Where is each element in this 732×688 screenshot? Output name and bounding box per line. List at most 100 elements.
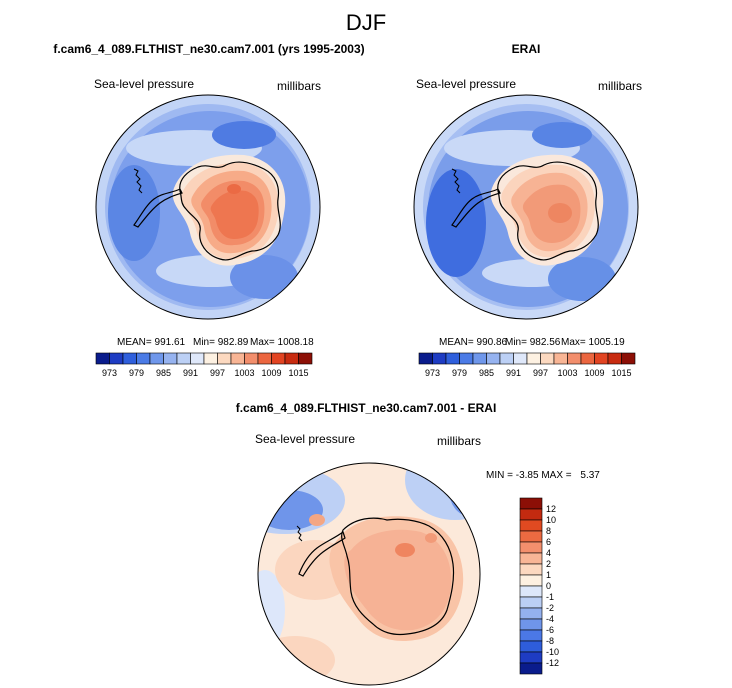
- diff-colorbar-box: [519, 519, 543, 532]
- obs-colorbar-box: [418, 352, 433, 365]
- diff-colorbar-box: [519, 552, 543, 565]
- model-colorbar-box: [257, 352, 272, 365]
- obs-colorbar-tick-label: 997: [533, 368, 548, 378]
- diff-colorbar-tick-label: 0: [546, 581, 551, 591]
- obs-colorbar-box: [580, 352, 595, 365]
- diff-colorbar-box: [519, 640, 543, 653]
- model-colorbar-box: [122, 352, 137, 365]
- diff-min-value: -3.85: [515, 470, 539, 481]
- model-colorbar: 973 979 985 991 997 1003 1009 1015: [95, 352, 313, 378]
- diff-colorbar-tick-label: 4: [546, 548, 551, 558]
- obs-colorbar-tick-label: 991: [506, 368, 521, 378]
- diff-colorbar-tick-label: 10: [546, 515, 556, 525]
- obs-colorbar-box: [459, 352, 474, 365]
- model-colorbar-tick-label: 979: [129, 368, 144, 378]
- obs-max-text: Max= 1005.19: [561, 337, 625, 348]
- obs-colorbar-box: [567, 352, 582, 365]
- model-colorbar-box: [176, 352, 191, 365]
- obs-colorbar-box: [553, 352, 568, 365]
- obs-mean-text: MEAN= 990.86: [439, 337, 508, 348]
- diff-colorbar-tick-label: 12: [546, 504, 556, 514]
- obs-colorbar-box: [621, 352, 636, 365]
- diff-variable-label: Sea-level pressure: [255, 432, 356, 446]
- diff-colorbar-box: [519, 629, 543, 642]
- obs-variable-label: Sea-level pressure: [416, 77, 517, 91]
- diff-minmax-text: MIN = -3.85 MAX = 5.37: [486, 470, 600, 481]
- obs-colorbar-tick-label: 1003: [557, 368, 577, 378]
- model-min-text: Min= 982.89: [193, 337, 249, 348]
- obs-colorbar-box: [594, 352, 609, 365]
- diff-colorbar-tick-label: -4: [546, 614, 554, 624]
- model-colorbar-box: [230, 352, 245, 365]
- model-colorbar-box: [149, 352, 164, 365]
- diff-units-label: millibars: [437, 434, 482, 448]
- model-colorbar-tick-label: 991: [183, 368, 198, 378]
- diff-colorbar-box: [519, 541, 543, 554]
- model-colorbar-box: [136, 352, 151, 365]
- model-polar-map: [95, 94, 321, 320]
- diff-colorbar-box: [519, 651, 543, 664]
- diff-max-label: MAX =: [541, 470, 575, 481]
- diff-colorbar-box: [519, 497, 543, 510]
- diff-colorbar-tick-label: 6: [546, 537, 551, 547]
- obs-panel-title: ERAI: [511, 42, 541, 56]
- obs-polar-map: [413, 94, 639, 320]
- diff-max-value: 5.37: [580, 470, 600, 481]
- obs-colorbar-tick-label: 973: [425, 368, 440, 378]
- obs-min-text: Min= 982.56: [505, 337, 561, 348]
- model-colorbar-box: [163, 352, 178, 365]
- model-mean-text: MEAN= 991.61: [117, 337, 186, 348]
- obs-colorbar-box: [445, 352, 460, 365]
- model-colorbar-tick-label: 1003: [234, 368, 254, 378]
- diff-colorbar-tick-label: 8: [546, 526, 551, 536]
- diff-colorbar-tick-label: -10: [546, 647, 559, 657]
- obs-colorbar-box: [607, 352, 622, 365]
- model-colorbar-box: [203, 352, 218, 365]
- diff-colorbar-tick-label: 2: [546, 559, 551, 569]
- diff-polar-map: [257, 462, 481, 686]
- diff-colorbar-tick-label: -1: [546, 592, 554, 602]
- model-units-label: millibars: [277, 79, 322, 93]
- model-colorbar-box: [271, 352, 286, 365]
- model-colorbar-tick-label: 1009: [261, 368, 281, 378]
- diff-colorbar-box: [519, 530, 543, 543]
- obs-colorbar-box: [486, 352, 501, 365]
- model-colorbar-tick-label: 1015: [288, 368, 308, 378]
- diff-colorbar-box: [519, 607, 543, 620]
- model-colorbar-tick-label: 973: [102, 368, 117, 378]
- model-variable-label: Sea-level pressure: [94, 77, 195, 91]
- model-colorbar-box: [244, 352, 259, 365]
- obs-colorbar-box: [472, 352, 487, 365]
- diff-colorbar-box: [519, 585, 543, 598]
- diff-panel-title: f.cam6_4_089.FLTHIST_ne30.cam7.001 - ERA…: [235, 401, 497, 415]
- diff-colorbar-box: [519, 563, 543, 576]
- obs-colorbar-tick-label: 985: [479, 368, 494, 378]
- diff-colorbar-tick-label: -2: [546, 603, 554, 613]
- model-colorbar-tick-label: 997: [210, 368, 225, 378]
- model-colorbar-box: [190, 352, 205, 365]
- model-colorbar-tick-label: 985: [156, 368, 171, 378]
- obs-units-label: millibars: [598, 79, 643, 93]
- diff-min-label: MIN =: [486, 470, 516, 481]
- diff-colorbar-tick-label: -8: [546, 636, 554, 646]
- obs-colorbar: 973 979 985 991 997 1003 1009 1015: [418, 352, 636, 378]
- obs-colorbar-box: [499, 352, 514, 365]
- figure-title: DJF: [345, 10, 387, 35]
- obs-colorbar-tick-label: 979: [452, 368, 467, 378]
- diff-colorbar-box: [519, 574, 543, 587]
- diff-colorbar-box: [519, 662, 543, 675]
- diff-colorbar-tick-label: -12: [546, 658, 559, 668]
- diff-colorbar-box: [519, 596, 543, 609]
- obs-colorbar-box: [526, 352, 541, 365]
- model-colorbar-box: [284, 352, 299, 365]
- model-panel-title: f.cam6_4_089.FLTHIST_ne30.cam7.001 (yrs …: [53, 42, 365, 56]
- obs-colorbar-tick-label: 1015: [611, 368, 631, 378]
- obs-colorbar-box: [540, 352, 555, 365]
- diff-colorbar-tick-label: -6: [546, 625, 554, 635]
- model-colorbar-box: [217, 352, 232, 365]
- obs-colorbar-box: [513, 352, 528, 365]
- model-max-text: Max= 1008.18: [250, 337, 314, 348]
- model-colorbar-box: [109, 352, 124, 365]
- diff-colorbar-box: [519, 618, 543, 631]
